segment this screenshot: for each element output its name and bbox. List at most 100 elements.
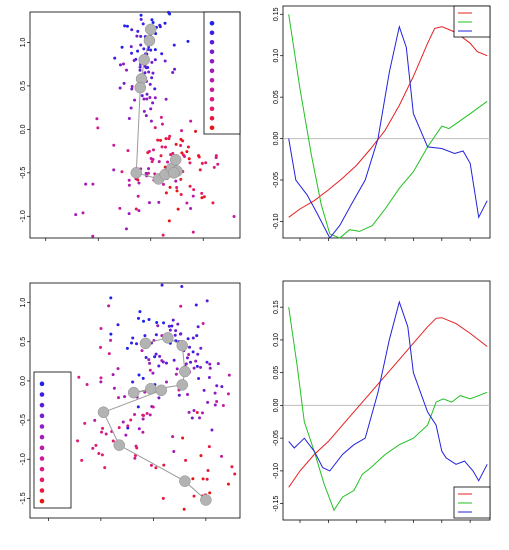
data-point: [136, 49, 140, 53]
legend-marker: [39, 498, 45, 504]
data-point: [185, 201, 189, 205]
data-point: [172, 358, 176, 362]
data-point: [168, 134, 172, 138]
data-point: [226, 392, 230, 396]
centroid-marker: [139, 337, 152, 350]
data-point: [153, 87, 157, 91]
data-point: [168, 328, 172, 332]
data-point: [83, 421, 87, 425]
data-point: [100, 453, 104, 457]
data-point: [198, 168, 202, 172]
data-point: [142, 413, 146, 417]
data-point: [124, 227, 128, 231]
data-point: [132, 58, 136, 62]
data-point: [147, 201, 151, 205]
data-point: [129, 418, 133, 422]
y-tick-label: 0.00: [273, 398, 280, 412]
data-point: [191, 230, 195, 234]
data-point: [111, 439, 115, 443]
y-tick-label: 0.0: [20, 124, 27, 134]
data-point: [164, 137, 168, 141]
data-point: [145, 92, 149, 96]
data-point: [158, 138, 162, 142]
data-point: [156, 324, 160, 328]
data-point: [194, 129, 198, 133]
data-point: [171, 318, 175, 322]
centroid-marker: [155, 384, 167, 397]
data-point: [179, 304, 183, 308]
data-point: [161, 182, 165, 186]
data-point: [213, 391, 217, 395]
centroid-marker: [138, 54, 150, 66]
y-tick-label: 0.5: [20, 337, 27, 347]
series-line-pc3: [288, 24, 488, 239]
y-tick-label: -0.10: [273, 463, 280, 479]
data-point: [176, 207, 180, 211]
legend-marker: [209, 49, 215, 55]
data-point: [149, 157, 153, 161]
data-point: [171, 435, 175, 439]
data-point: [117, 426, 121, 430]
data-point: [191, 194, 195, 198]
data-point: [179, 193, 183, 197]
data-point: [187, 353, 191, 357]
data-point: [199, 365, 203, 369]
legend-marker: [39, 466, 45, 472]
data-point: [129, 106, 133, 110]
data-point: [188, 345, 192, 349]
data-point: [179, 137, 183, 141]
centroid-marker: [143, 34, 156, 47]
data-point: [94, 443, 98, 447]
data-point: [201, 321, 205, 325]
data-point: [138, 68, 142, 72]
data-point: [121, 420, 125, 424]
data-point: [138, 310, 142, 314]
data-point: [104, 432, 108, 436]
data-point: [172, 43, 176, 47]
data-point: [179, 177, 183, 181]
centroid-marker: [169, 154, 182, 166]
data-point: [177, 393, 181, 397]
data-point: [153, 48, 157, 52]
data-point: [127, 212, 131, 216]
data-point: [208, 491, 212, 495]
y-tick-label: -1.0: [20, 210, 27, 222]
data-point: [184, 362, 188, 366]
legend-marker: [209, 58, 215, 64]
data-point: [215, 399, 219, 403]
data-point: [103, 466, 107, 470]
data-point: [184, 458, 188, 462]
data-point: [164, 97, 168, 101]
y-tick-label: 0.00: [273, 132, 280, 146]
data-point: [180, 129, 184, 133]
data-point: [171, 70, 175, 74]
data-point: [161, 233, 165, 237]
data-point: [139, 34, 143, 38]
y-tick-label: -0.15: [273, 496, 280, 512]
legend-marker: [209, 96, 215, 102]
data-point: [77, 375, 81, 379]
data-point: [99, 376, 103, 380]
legend-marker: [209, 115, 215, 121]
y-tick-label: 0.15: [273, 300, 280, 314]
data-point: [192, 188, 196, 192]
data-point: [192, 494, 196, 498]
data-point: [137, 209, 141, 213]
data-point: [127, 183, 131, 187]
data-point: [156, 138, 160, 142]
data-point: [131, 336, 135, 340]
data-point: [113, 56, 117, 60]
data-point: [153, 96, 157, 100]
data-point: [173, 333, 177, 337]
data-point: [148, 361, 152, 365]
data-point: [178, 332, 182, 336]
data-point: [101, 426, 105, 430]
legend-box: [33, 371, 72, 509]
data-point: [167, 10, 171, 14]
data-point: [168, 185, 172, 189]
data-point: [96, 126, 100, 130]
data-point: [161, 496, 165, 500]
data-point: [180, 151, 184, 155]
data-point: [157, 160, 161, 164]
data-point: [147, 70, 151, 74]
